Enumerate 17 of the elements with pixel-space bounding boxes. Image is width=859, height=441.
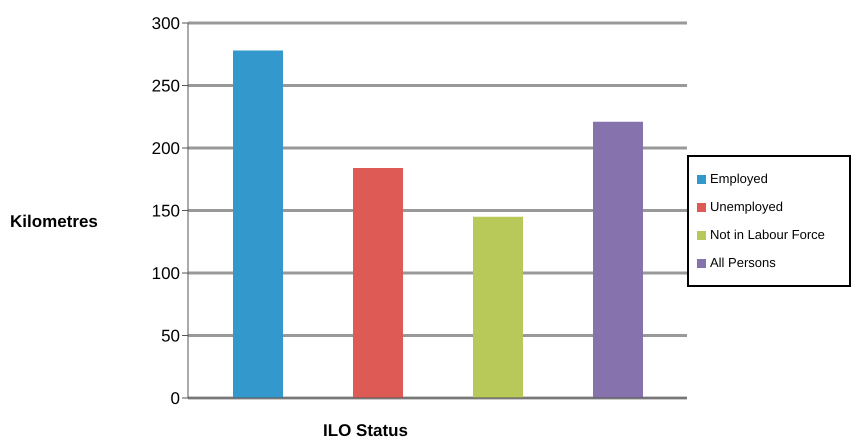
- bar: [473, 216, 523, 398]
- legend-label: Employed: [710, 170, 768, 186]
- y-tick-label: 100: [152, 264, 180, 284]
- y-tick-label: 250: [152, 76, 180, 96]
- y-tick-label: 300: [152, 14, 180, 34]
- legend-label: Not in Labour Force: [710, 226, 825, 242]
- legend-label: Unemployed: [710, 198, 783, 214]
- y-tick-label: 200: [152, 139, 180, 158]
- y-tick-label: 0: [170, 389, 180, 408]
- y-axis-title: Kilometres: [10, 212, 98, 232]
- y-tick-label: 150: [152, 202, 180, 221]
- bar: [353, 168, 403, 398]
- y-tick-label: 50: [161, 326, 180, 346]
- bar: [233, 50, 283, 398]
- legend-label: All Persons: [710, 254, 776, 270]
- bar: [593, 122, 643, 398]
- x-axis-title: ILO Status: [323, 421, 408, 441]
